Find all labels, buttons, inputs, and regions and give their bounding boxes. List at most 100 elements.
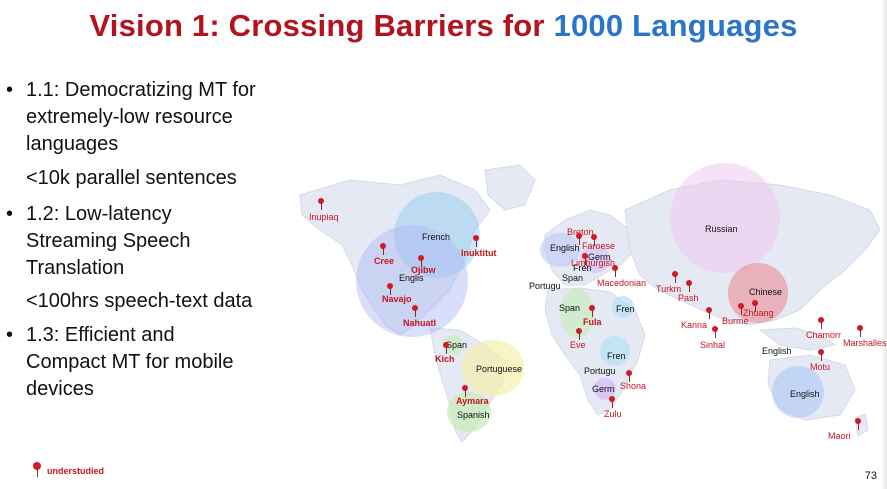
bubble-label-span-ca: Span (446, 340, 468, 350)
legend-label: understudied (47, 466, 105, 476)
map-pin-icon[interactable] (387, 283, 393, 295)
bubble-portuguese-sa (462, 340, 524, 396)
lang-sinhal: Sinhal (700, 340, 726, 350)
map-pin-icon[interactable] (738, 303, 744, 315)
map-pin-icon[interactable] (686, 280, 692, 292)
map-pin-icon[interactable] (706, 307, 712, 319)
lang-pash: Pash (678, 293, 699, 303)
lang-cree: Cree (374, 256, 395, 266)
bubble-label-portugu-af: Portugu (584, 366, 616, 376)
bullet-3-line-1: 1.3: Efficient and (26, 324, 175, 346)
lang-ojibw: Ojibw (411, 265, 436, 275)
map-pin-icon[interactable] (418, 255, 424, 267)
bubble-chinese (728, 263, 788, 323)
lang-eve: Eve (570, 340, 586, 350)
title-part-2: 1000 Languages (553, 8, 798, 43)
page-number: 73 (864, 470, 877, 482)
map-pin-icon[interactable] (582, 253, 588, 265)
bubble-label-spanish: Spanish (457, 410, 490, 420)
slide-edge (881, 0, 887, 489)
map-pin-icon[interactable] (855, 418, 861, 430)
lang-shona: Shona (620, 381, 647, 391)
bubble-label-fren-af2: Fren (607, 351, 626, 361)
bullet-2-line-2: Streaming Speech (26, 230, 191, 252)
lang-navajo: Navajo (382, 294, 412, 304)
map-pin-icon[interactable] (818, 317, 824, 329)
title-part-1: Vision 1: Crossing Barriers for (89, 8, 554, 43)
bullet-dot: • (6, 79, 14, 101)
map-pin-icon[interactable] (612, 265, 618, 277)
lang-faroese: Faroese (582, 241, 616, 251)
map-pin-icon[interactable] (591, 234, 597, 246)
bullet-1-detail: <10k parallel sentences (26, 167, 237, 189)
map-pin-icon[interactable] (672, 271, 678, 283)
bubble-french (394, 192, 480, 278)
map-pin-icon[interactable] (818, 349, 824, 361)
map-pin-icon[interactable] (473, 235, 479, 247)
southeast-asia-islands (758, 327, 837, 351)
bullet-2-detail: <100hrs speech-text data (26, 290, 253, 312)
bullet-1-line-3: languages (26, 133, 119, 155)
map-pin-icon[interactable] (576, 328, 582, 340)
map-pin-icon[interactable] (609, 396, 615, 408)
lang-limburgish: Limburgish (571, 258, 616, 268)
bubble-label-chinese: Chinese (749, 287, 783, 297)
lang-maori: Maori (828, 431, 851, 441)
bubble-label-span-eu: Span (562, 273, 584, 283)
slide-title: Vision 1: Crossing Barriers for 1000 Lan… (0, 8, 887, 44)
map-pin-icon[interactable] (589, 305, 595, 317)
bubble-fren-af (612, 296, 634, 318)
bubble-english-eu (540, 233, 580, 267)
bullet-3-line-2: Compact MT for mobile (26, 351, 234, 373)
map-pin-icon[interactable] (712, 326, 718, 338)
bubble-label-english-eu: English (550, 243, 580, 253)
bubble-label-portuguese: Portuguese (476, 364, 523, 374)
map-pin-icon[interactable] (576, 233, 582, 245)
bullet-1-line-2: extremely-low resource (26, 106, 233, 128)
bullet-dot: • (6, 324, 14, 346)
bullet-2-line-3: Translation (26, 257, 125, 279)
bubble-russian (670, 163, 780, 273)
lang-chamorr: Chamorr (806, 330, 842, 340)
lang-zhuang: Zhuang (743, 308, 774, 318)
lang-aymara: Aymara (456, 396, 489, 406)
bullet-3-line-3: devices (26, 378, 94, 400)
map-pin-icon[interactable] (443, 342, 449, 354)
map-pin-icon[interactable] (318, 198, 324, 210)
continent-north-america (299, 174, 491, 336)
lang-inupiaq: Inupiaq (309, 212, 339, 222)
bubble-label-fren-af: Fren (616, 304, 635, 314)
bullet-1-line-1: 1.1: Democratizing MT for (26, 79, 256, 101)
bubble-label-germ-eu: Germ (588, 252, 611, 262)
lang-breton: Breton (567, 227, 594, 237)
bubble-label-portugu-eu: Portugu (529, 281, 561, 291)
bubble-label-fren-eu: Fren (573, 263, 592, 273)
lang-nahuatl: Nahuatl (403, 318, 437, 328)
map-pin-icon[interactable] (412, 305, 418, 317)
bubble-label-span-af: Span (559, 303, 581, 313)
bubble-label-english-na: Englis (399, 273, 424, 283)
map-pin-icon[interactable] (626, 370, 632, 382)
lang-turkm: Turkm (656, 284, 682, 294)
map-pin-icon[interactable] (752, 300, 758, 312)
bubble-label-germ-af: Germ (592, 384, 615, 394)
lang-zulu: Zulu (604, 409, 622, 419)
lang-kich: Kich (435, 354, 455, 364)
map-pin-icon[interactable] (380, 243, 386, 255)
map-pin-icon (33, 462, 41, 477)
lang-fula: Fula (583, 317, 602, 327)
map-pin-icon[interactable] (857, 325, 863, 337)
map-pin-icon[interactable] (462, 385, 468, 397)
bullet-dot: • (6, 203, 14, 225)
lang-motu: Motu (810, 362, 831, 372)
bubble-label-french: French (422, 232, 451, 242)
lang-burme: Burme (722, 316, 749, 326)
bubble-span-ca (443, 335, 463, 355)
lang-kanna: Kanna (681, 320, 708, 330)
bubble-fren-af2 (600, 336, 630, 366)
bubble-label-russian: Russian (705, 224, 738, 234)
bubble-english-aus (772, 366, 824, 418)
bubble-germ-af (594, 378, 616, 400)
lang-inuktitut: Inuktitut (461, 248, 497, 258)
bullet-2-line-1: 1.2: Low-latency (26, 203, 172, 225)
